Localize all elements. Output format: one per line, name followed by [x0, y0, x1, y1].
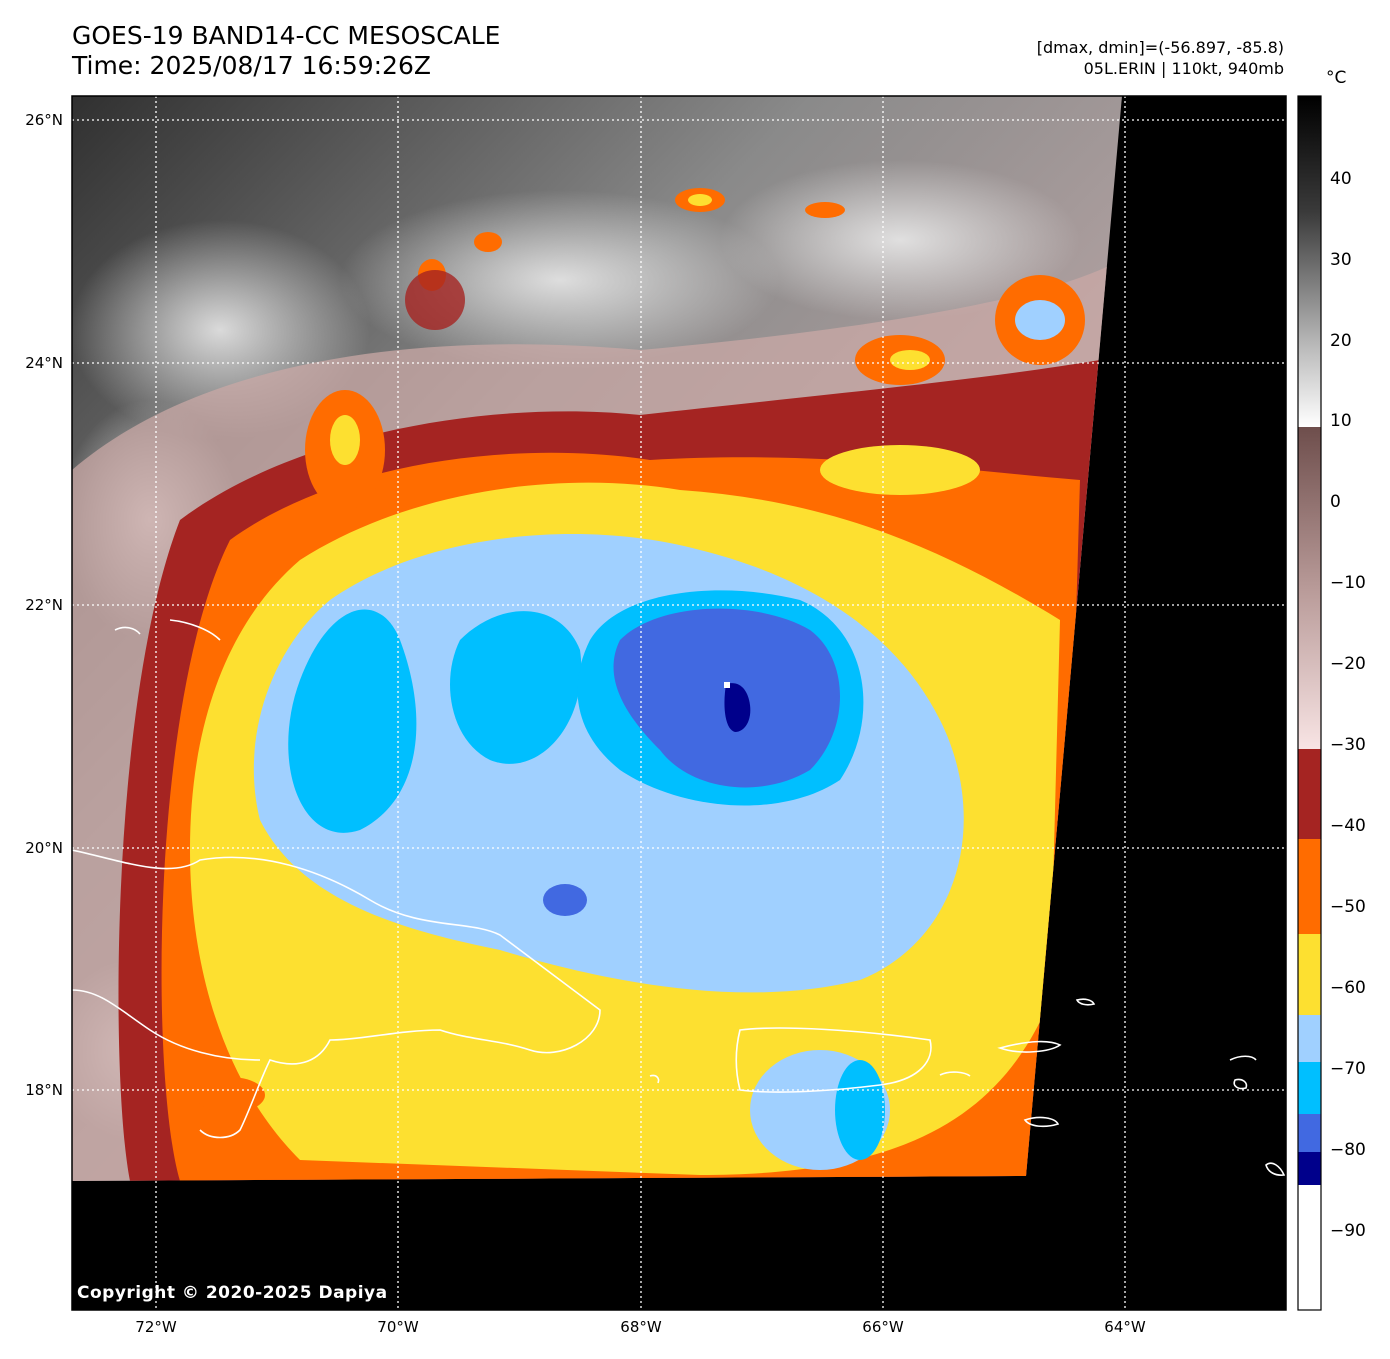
copyright-notice: Copyright © 2020-2025 Dapiya	[77, 1283, 388, 1303]
longitude-labels: 72°W 70°W 68°W 66°W 64°W	[135, 1318, 1146, 1336]
coastlines	[72, 619, 1286, 1176]
colorbar-tick: −50	[1330, 897, 1366, 917]
lat-label: 26°N	[25, 111, 63, 129]
map-timestamp: Time: 2025/08/17 16:59:26Z	[72, 51, 431, 80]
colorbar-tick: −60	[1330, 978, 1366, 998]
colorbar-tick: −10	[1330, 573, 1366, 593]
lat-label: 20°N	[25, 839, 63, 857]
lat-label: 24°N	[25, 354, 63, 372]
map-frame	[71, 95, 1287, 1311]
colorbar-tick: −20	[1330, 654, 1366, 674]
lon-label: 72°W	[135, 1318, 177, 1336]
colorbar-tick: −70	[1330, 1059, 1366, 1079]
colorbar-tick: −40	[1330, 816, 1366, 836]
colorbar-band-gray	[1298, 96, 1321, 427]
lon-label: 66°W	[862, 1318, 904, 1336]
colorbar-unit: °C	[1326, 68, 1347, 88]
colorbar-band-yellow	[1298, 934, 1321, 1015]
colorbar-band-cyan	[1298, 1062, 1321, 1114]
colorbar-tick: 30	[1330, 250, 1352, 270]
lon-label: 68°W	[620, 1318, 662, 1336]
colorbar-tick: −30	[1330, 735, 1366, 755]
colorbar-tick: −80	[1330, 1140, 1366, 1160]
lon-label: 64°W	[1104, 1318, 1146, 1336]
satellite-imagery	[72, 96, 1122, 1181]
lon-label: 70°W	[377, 1318, 419, 1336]
storm-info-label: 05L.ERIN | 110kt, 940mb	[1083, 59, 1284, 78]
lat-label: 22°N	[25, 596, 63, 614]
colorbar: 40 30 20 10 0 −10 −20 −30 −40 −50 −60 −7…	[1297, 95, 1366, 1311]
colorbar-tick: 20	[1330, 331, 1352, 351]
colorbar-band-lightblue	[1298, 1015, 1321, 1062]
colorbar-band-orange	[1298, 839, 1321, 934]
latitude-labels: 26°N 24°N 22°N 20°N 18°N	[25, 111, 63, 1099]
colorbar-band-navy	[1298, 1152, 1321, 1185]
graticule	[72, 96, 1286, 1310]
colorbar-tick: 0	[1330, 492, 1341, 512]
data-range-label: [dmax, dmin]=(-56.897, -85.8)	[1036, 38, 1284, 57]
colorbar-band-brown	[1298, 427, 1321, 749]
lat-label: 18°N	[25, 1081, 63, 1099]
colorbar-tick: −90	[1330, 1221, 1366, 1241]
map-title: GOES-19 BAND14-CC MESOSCALE	[72, 21, 501, 50]
colorbar-frame	[1297, 95, 1322, 1311]
colorbar-band-red	[1298, 749, 1321, 839]
colorbar-band-blue	[1298, 1114, 1321, 1152]
colorbar-tick: 10	[1330, 411, 1352, 431]
colorbar-band-white	[1298, 1185, 1321, 1310]
colorbar-tick: 40	[1330, 169, 1352, 189]
